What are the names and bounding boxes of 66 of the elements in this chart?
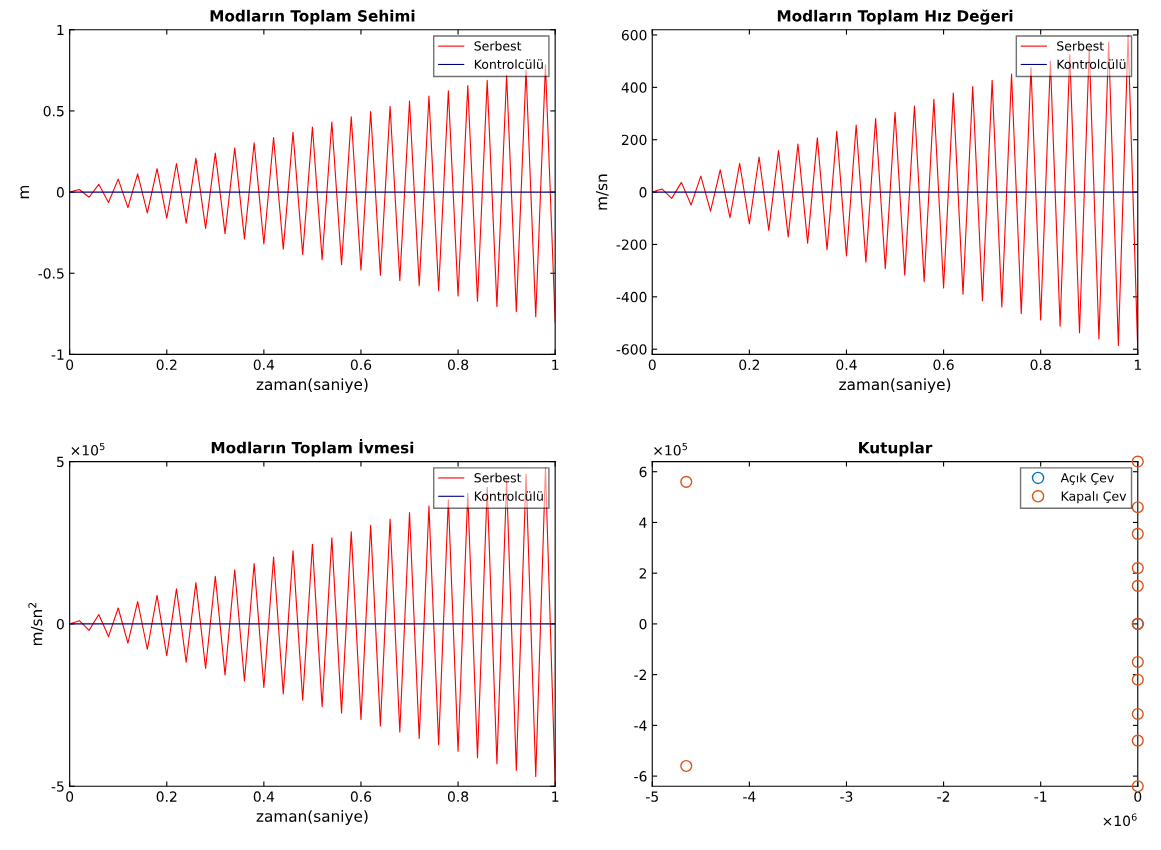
y-tick-label: 5 [57, 456, 64, 468]
x-tick-label: 0.6 [933, 359, 954, 371]
y-tick-label: -200 [616, 239, 647, 250]
x-tick-label: 0 [66, 791, 74, 802]
y-tick-label: 2 [639, 568, 647, 579]
legend-label: Serbest [1057, 41, 1104, 51]
x-tick-label: 0.4 [253, 791, 275, 802]
x-tick-label: 0 [648, 359, 656, 371]
x-axis-title: zaman(saniye) [256, 810, 368, 825]
y-tick-label: -2 [634, 669, 647, 680]
x-tick-label: 0 [66, 359, 74, 371]
y-tick-label: 0 [56, 618, 64, 630]
y-tick-label: 0 [56, 187, 64, 198]
y-tick-label: 6 [639, 466, 647, 478]
x-tick-label: 1 [552, 791, 559, 802]
y-tick-label: 4 [639, 517, 647, 528]
text: ×10$^{5}$ [654, 442, 688, 456]
x-tick-label: -2 [937, 791, 950, 802]
y-axis-title: m [20, 185, 29, 199]
x-tick-label: -4 [743, 791, 756, 802]
x-tick-label: 0.2 [156, 359, 177, 371]
y-tick-label: -600 [616, 344, 647, 355]
x-tick-label: 0.6 [350, 359, 372, 371]
legend-label: Serbest [474, 472, 522, 483]
x-tick-label: 0.2 [156, 791, 177, 802]
text: ×10$^{5}$ [71, 442, 105, 456]
x-tick-label: 0.4 [836, 359, 857, 371]
chart-title: Kutuplar [859, 441, 933, 457]
y-tick-label: -1 [51, 349, 64, 360]
y-tick-label: 200 [621, 134, 647, 146]
y-tick-label: 600 [621, 29, 647, 41]
y-tick-label: -400 [616, 291, 647, 303]
y-axis-title: m/sn$^{2}$ [28, 602, 44, 646]
x-tick-label: 0.2 [739, 359, 760, 371]
y-tick-label: 0 [639, 187, 647, 198]
y-tick-label: -6 [634, 771, 647, 782]
x-tick-label: -5 [646, 791, 658, 802]
y-tick-label: 0 [639, 618, 647, 630]
legend-label: Açık Çev [1060, 472, 1114, 485]
chart-title: Modların Toplam İvmesi [211, 439, 414, 457]
legend-label: Kontrolcülü [474, 59, 543, 70]
legend-label: Kapalı Çev [1061, 491, 1127, 504]
legend-label: Kontrolcülü [474, 491, 543, 501]
y-tick-label: -0.5 [38, 268, 64, 279]
x-tick-label: 0.8 [447, 359, 469, 371]
x-tick-label: 0.8 [1030, 359, 1051, 371]
y-tick-label: 0.5 [43, 105, 64, 117]
legend-label: Kontrolcülü [1057, 59, 1126, 70]
y-tick-label: -5 [51, 781, 64, 792]
x-axis-title: zaman(saniye) [839, 378, 951, 394]
x-tick-label: 1 [1134, 359, 1141, 370]
x-tick-label: 0.6 [350, 791, 372, 802]
chart-title: Modların Toplam Hız Değeri [777, 9, 1013, 25]
x-tick-label: 1 [552, 359, 559, 370]
x-tick-label: -1 [1034, 791, 1047, 802]
y-tick-label: -4 [634, 720, 647, 731]
x-tick-label: 0.4 [253, 359, 275, 371]
x-axis-title: zaman(saniye) [256, 378, 368, 394]
legend-label: Serbest [474, 41, 522, 51]
x-tick-label: 0.8 [447, 791, 469, 802]
chart-title: Modların Toplam Sehimi [210, 9, 415, 25]
y-axis-title: m/sn [596, 174, 609, 210]
y-tick-label: 1 [57, 24, 64, 36]
text: ×10$^{6}$ [1103, 813, 1137, 827]
y-tick-label: 400 [621, 82, 647, 93]
x-tick-label: -3 [840, 791, 853, 802]
